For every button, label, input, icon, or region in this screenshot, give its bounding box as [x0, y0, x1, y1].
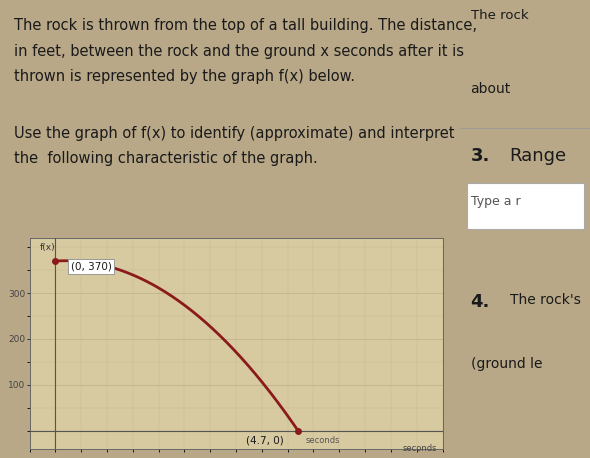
Text: (ground le: (ground le	[471, 357, 542, 371]
Text: f(x): f(x)	[40, 243, 55, 252]
Text: 4.: 4.	[471, 293, 490, 311]
Text: Use the graph of f(x) to identify (approximate) and interpret: Use the graph of f(x) to identify (appro…	[14, 126, 454, 141]
Text: seconds: seconds	[403, 444, 437, 453]
Text: (4.7, 0): (4.7, 0)	[247, 436, 284, 445]
Text: the  following characteristic of the graph.: the following characteristic of the grap…	[14, 151, 317, 166]
Text: in feet, between the rock and the ground x seconds after it is: in feet, between the rock and the ground…	[14, 44, 464, 59]
Text: The rock: The rock	[471, 9, 528, 22]
Text: Range: Range	[510, 147, 566, 164]
Text: The rock is thrown from the top of a tall building. The distance,: The rock is thrown from the top of a tal…	[14, 18, 477, 33]
Text: (0, 370): (0, 370)	[71, 262, 112, 271]
Text: The rock's: The rock's	[510, 293, 581, 307]
Text: 3.: 3.	[471, 147, 490, 164]
FancyBboxPatch shape	[467, 183, 584, 229]
Text: thrown is represented by the graph f(x) below.: thrown is represented by the graph f(x) …	[14, 69, 355, 84]
Text: about: about	[471, 82, 511, 97]
Text: seconds: seconds	[306, 436, 340, 445]
Text: Type a r: Type a r	[471, 195, 520, 208]
